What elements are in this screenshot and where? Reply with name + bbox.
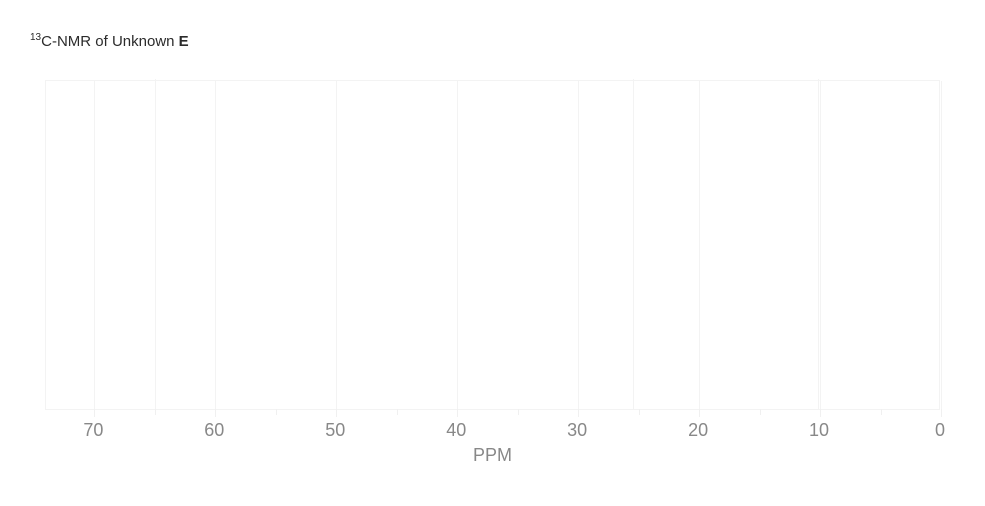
x-tick — [941, 409, 942, 417]
x-minor-tick — [881, 409, 882, 415]
major-gridline — [336, 81, 337, 409]
major-gridline — [578, 81, 579, 409]
x-tick-label: 60 — [204, 420, 224, 441]
x-tick-label: 30 — [567, 420, 587, 441]
nmr-plot: PPM 706050403020100 — [45, 80, 940, 410]
title-isotope-superscript: 13 — [30, 32, 41, 43]
major-gridline — [457, 81, 458, 409]
plot-area — [45, 80, 940, 410]
x-tick-label: 20 — [688, 420, 708, 441]
nmr-peak — [818, 79, 819, 409]
title-text: C-NMR of Unknown — [41, 33, 179, 50]
x-minor-tick — [397, 409, 398, 415]
x-minor-tick — [639, 409, 640, 415]
nmr-peak — [633, 79, 634, 409]
x-minor-tick — [276, 409, 277, 415]
x-tick-label: 40 — [446, 420, 466, 441]
x-minor-tick — [760, 409, 761, 415]
major-gridline — [94, 81, 95, 409]
x-minor-tick — [518, 409, 519, 415]
x-tick — [94, 409, 95, 417]
x-tick — [699, 409, 700, 417]
x-tick — [336, 409, 337, 417]
x-tick — [820, 409, 821, 417]
title-bold-suffix: E — [179, 33, 189, 50]
nmr-peak — [155, 79, 156, 409]
x-tick — [215, 409, 216, 417]
x-tick — [457, 409, 458, 417]
major-gridline — [699, 81, 700, 409]
x-tick-label: 0 — [935, 420, 945, 441]
chart-title: 13C-NMR of Unknown E — [30, 32, 189, 50]
x-axis-label: PPM — [473, 445, 512, 466]
x-tick-label: 50 — [325, 420, 345, 441]
x-tick-label: 70 — [83, 420, 103, 441]
x-tick — [578, 409, 579, 417]
major-gridline — [215, 81, 216, 409]
x-minor-tick — [155, 409, 156, 415]
x-tick-label: 10 — [809, 420, 829, 441]
major-gridline — [820, 81, 821, 409]
major-gridline — [941, 81, 942, 409]
